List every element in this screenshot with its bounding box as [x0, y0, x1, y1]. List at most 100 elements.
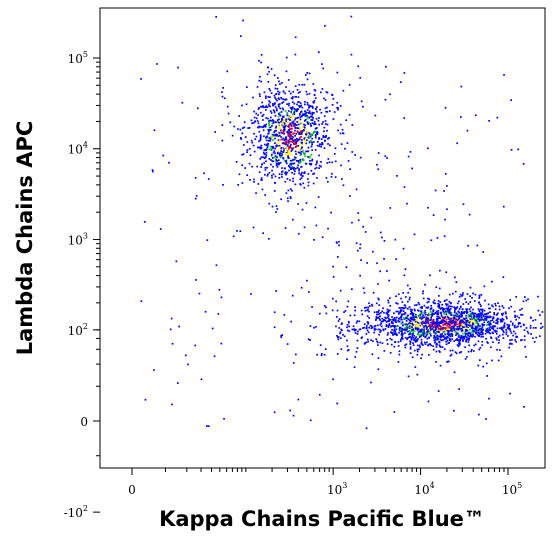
event-dot	[283, 154, 286, 156]
event-dot	[418, 344, 421, 347]
event-dot	[356, 347, 359, 349]
event-dot	[305, 150, 307, 153]
event-dot	[442, 335, 444, 337]
event-dot	[276, 144, 279, 147]
event-dot	[510, 305, 513, 308]
event-dot	[415, 322, 418, 324]
event-dot	[273, 131, 275, 134]
event-dot	[408, 325, 411, 327]
event-dot	[280, 129, 282, 132]
event-dot	[439, 329, 441, 332]
event-dot	[427, 321, 429, 324]
event-dot	[336, 353, 339, 355]
event-dot	[427, 147, 429, 150]
event-dot	[464, 335, 467, 337]
event-dot	[406, 326, 409, 329]
event-dot	[446, 339, 449, 342]
event-dot	[509, 342, 512, 345]
event-dot	[399, 310, 402, 313]
event-dot	[306, 279, 308, 282]
event-dot	[498, 334, 501, 337]
event-dot	[478, 310, 481, 313]
event-dot	[446, 316, 449, 318]
event-dot	[278, 105, 280, 108]
event-dot	[428, 337, 430, 339]
event-dot	[424, 312, 427, 314]
event-dot	[315, 117, 318, 120]
event-dot	[291, 148, 294, 151]
event-dot	[206, 425, 208, 427]
event-dot	[498, 339, 500, 342]
event-dot	[411, 312, 413, 315]
event-dot	[303, 226, 306, 229]
event-dot	[282, 120, 285, 122]
event-dot	[400, 315, 403, 317]
event-dot	[288, 149, 290, 152]
event-dot	[444, 218, 446, 221]
event-dot	[274, 121, 277, 123]
event-dot	[504, 311, 507, 313]
event-dot	[481, 340, 484, 343]
event-dot	[393, 330, 395, 332]
event-dot	[285, 124, 287, 127]
event-dot	[332, 276, 335, 278]
event-dot	[430, 344, 432, 347]
event-dot	[481, 318, 483, 321]
event-dot	[415, 313, 417, 316]
event-dot	[398, 353, 401, 356]
event-dot	[354, 356, 357, 358]
event-dot	[288, 147, 290, 150]
event-dot	[472, 323, 475, 326]
event-dot	[406, 284, 409, 287]
event-dot	[519, 309, 521, 311]
event-dot	[413, 339, 416, 342]
event-dot	[286, 145, 289, 147]
event-dot	[453, 328, 456, 330]
event-dot	[264, 153, 266, 155]
event-dot	[525, 356, 527, 358]
event-dot	[291, 113, 294, 115]
event-dot	[530, 333, 532, 335]
event-dot	[395, 325, 398, 327]
event-dot	[270, 145, 273, 148]
event-dot	[500, 355, 503, 358]
event-dot	[281, 125, 283, 128]
event-dot	[373, 327, 376, 330]
event-dot	[328, 161, 331, 164]
event-dot	[442, 330, 445, 333]
event-dot	[308, 116, 311, 119]
event-dot	[373, 325, 376, 328]
event-dot	[486, 341, 488, 343]
event-dot	[312, 132, 315, 134]
event-dot	[288, 104, 290, 107]
event-dot	[246, 141, 249, 143]
event-dot	[421, 307, 423, 310]
event-dot	[290, 92, 292, 95]
event-dot	[332, 98, 335, 100]
event-dot	[341, 128, 344, 131]
event-dot	[405, 316, 407, 319]
event-dot	[275, 98, 277, 101]
event-dot	[469, 286, 472, 289]
event-dot	[284, 227, 287, 229]
event-dot	[465, 327, 468, 329]
event-dot	[520, 325, 522, 328]
event-dot	[432, 331, 435, 333]
event-dot	[332, 378, 334, 381]
event-dot	[276, 142, 278, 145]
event-dot	[378, 304, 381, 306]
event-dot	[454, 308, 457, 310]
event-dot	[474, 328, 476, 330]
event-dot	[288, 116, 290, 119]
event-dot	[496, 116, 499, 119]
event-dot	[427, 297, 429, 300]
event-dot	[454, 321, 457, 324]
event-dot	[476, 321, 479, 323]
event-dot	[429, 332, 432, 335]
event-dot	[263, 156, 265, 159]
event-dot	[409, 320, 412, 322]
event-dot	[423, 318, 426, 321]
event-dot	[275, 164, 278, 166]
event-dot	[291, 135, 293, 138]
